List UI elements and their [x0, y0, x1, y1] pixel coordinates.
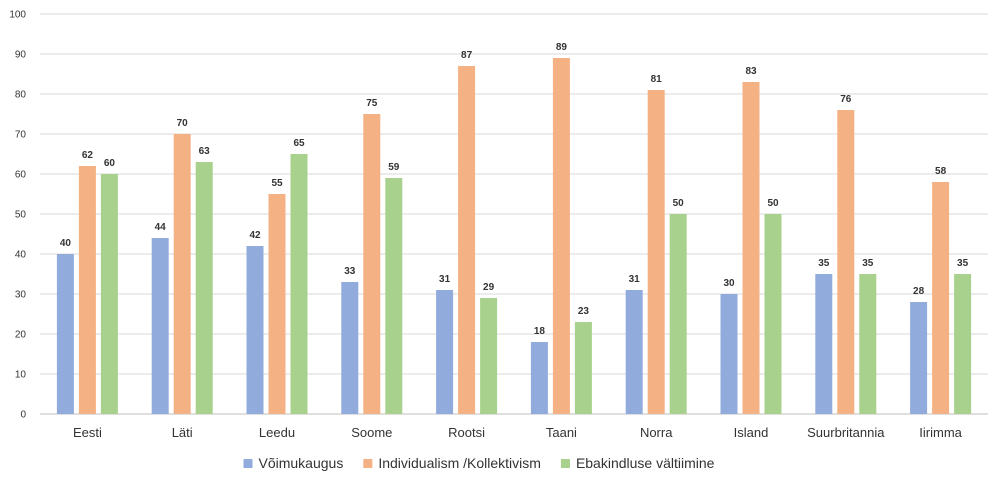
bar-ebakindluse-v-ltiimine-8	[859, 274, 877, 414]
data-label: 62	[82, 150, 94, 161]
data-label: 60	[104, 158, 116, 169]
bar-individualism-kollektivism-2	[268, 194, 286, 414]
bar-individualism-kollektivism-9	[932, 182, 950, 414]
y-tick-label: 80	[15, 90, 27, 101]
bar-individualism-kollektivism-8	[837, 110, 855, 414]
data-label: 75	[366, 98, 378, 109]
bar-ebakindluse-v-ltiimine-2	[290, 154, 308, 414]
bars	[56, 58, 972, 414]
data-label: 18	[534, 326, 546, 337]
bar-individualism-kollektivism-4	[458, 66, 476, 414]
data-label: 76	[840, 94, 852, 105]
x-category-label: Rootsi	[448, 425, 485, 440]
data-label: 35	[957, 258, 969, 269]
bar-ebakindluse-v-ltiimine-9	[954, 274, 972, 414]
bar-ebakindluse-v-ltiimine-5	[574, 322, 592, 414]
data-label: 35	[818, 258, 830, 269]
bar-individualism-kollektivism-1	[173, 134, 191, 414]
bar-ebakindluse-v-ltiimine-0	[100, 174, 118, 414]
x-category-label: Eesti	[73, 425, 102, 440]
bar-v-imukaugus-8	[815, 274, 833, 414]
legend-label: Võimukaugus	[259, 455, 344, 471]
data-label: 35	[862, 258, 874, 269]
data-label: 83	[745, 66, 757, 77]
x-category-label: Iirimma	[919, 425, 962, 440]
x-category-label: Leedu	[259, 425, 295, 440]
y-axis: 0 10 20 30 40 50 60 70 80 90 100	[9, 10, 26, 421]
x-category-label: Soome	[351, 425, 392, 440]
data-label: 87	[461, 50, 473, 61]
bar-ebakindluse-v-ltiimine-3	[385, 178, 403, 414]
legend-swatch	[243, 459, 253, 468]
y-tick-label: 60	[15, 170, 27, 181]
x-axis: Eesti Läti Leedu Soome Rootsi Taani Norra Islan…	[73, 425, 963, 440]
y-tick-label: 20	[15, 330, 27, 341]
y-tick-label: 30	[15, 290, 27, 301]
legend-swatch	[560, 459, 570, 468]
bar-ebakindluse-v-ltiimine-4	[480, 298, 498, 414]
bar-individualism-kollektivism-6	[647, 90, 665, 414]
bar-ebakindluse-v-ltiimine-7	[764, 214, 782, 414]
bar-individualism-kollektivism-0	[78, 166, 96, 414]
data-label: 31	[629, 274, 641, 285]
data-label: 31	[439, 274, 451, 285]
x-category-label: Island	[734, 425, 769, 440]
bar-ebakindluse-v-ltiimine-6	[669, 214, 687, 414]
bar-v-imukaugus-2	[246, 246, 264, 414]
data-label: 65	[293, 138, 305, 149]
y-tick-label: 40	[15, 250, 27, 261]
x-category-label: Norra	[640, 425, 673, 440]
legend-label: Ebakindluse vältiimine	[576, 455, 715, 471]
bar-v-imukaugus-4	[436, 290, 454, 414]
bar-v-imukaugus-0	[56, 254, 74, 414]
x-category-label: Taani	[546, 425, 577, 440]
bar-v-imukaugus-7	[720, 294, 738, 414]
data-label: 70	[177, 118, 189, 129]
y-tick-label: 50	[15, 210, 27, 221]
x-category-label: Läti	[172, 425, 193, 440]
y-tick-label: 0	[20, 410, 26, 421]
y-tick-label: 70	[15, 130, 27, 141]
data-label: 63	[199, 146, 211, 157]
legend-label: Individualism /Kollektivism	[378, 455, 541, 471]
legend-swatch	[363, 459, 373, 468]
data-label: 58	[935, 166, 947, 177]
data-label: 59	[388, 162, 400, 173]
data-label: 50	[673, 198, 685, 209]
bar-v-imukaugus-5	[530, 342, 548, 414]
data-label: 42	[249, 230, 261, 241]
legend: Võimukaugus Individualism /Kollektivism Eb…	[243, 455, 715, 471]
bar-v-imukaugus-6	[625, 290, 643, 414]
data-label: 30	[723, 278, 735, 289]
bar-individualism-kollektivism-7	[742, 82, 760, 414]
bar-v-imukaugus-3	[341, 282, 359, 414]
y-tick-label: 10	[15, 370, 27, 381]
data-label: 23	[578, 306, 590, 317]
data-labels: 40 62 60 44 70 63 42 55 65 33 75 59 31 87 29 18 89 23 31 81…	[60, 42, 969, 337]
data-label: 33	[344, 266, 356, 277]
data-label: 50	[767, 198, 779, 209]
data-label: 28	[913, 286, 925, 297]
bar-ebakindluse-v-ltiimine-1	[195, 162, 213, 414]
data-label: 40	[60, 238, 72, 249]
bar-v-imukaugus-9	[910, 302, 928, 414]
data-label: 44	[155, 222, 167, 233]
bar-individualism-kollektivism-5	[552, 58, 570, 414]
y-tick-label: 100	[9, 10, 26, 21]
data-label: 81	[651, 74, 663, 85]
data-label: 29	[483, 282, 495, 293]
x-category-label: Suurbritannia	[807, 425, 885, 440]
bar-individualism-kollektivism-3	[363, 114, 381, 414]
data-label: 89	[556, 42, 568, 53]
bar-v-imukaugus-1	[151, 238, 169, 414]
y-tick-label: 90	[15, 50, 27, 61]
data-label: 55	[271, 178, 283, 189]
